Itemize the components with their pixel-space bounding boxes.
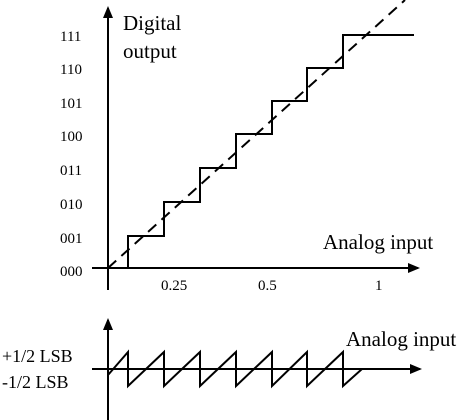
code-label-010: 010: [60, 197, 83, 213]
code-label-111: 111: [60, 29, 81, 45]
transfer-plot: Digital output Analog input 000 001 010 …: [60, 0, 433, 294]
x-tick-label-1: 1: [375, 278, 383, 294]
code-label-001: 001: [60, 231, 83, 247]
y-axis-title-line2: output: [123, 39, 177, 63]
code-label-101: 101: [60, 96, 83, 112]
x-tick-label-0-25: 0.25: [161, 278, 187, 294]
error-plot: Analog input +1/2 LSB -1/2 LSB: [2, 318, 456, 420]
code-label-100: 100: [60, 129, 83, 145]
x-tick-label-0-5: 0.5: [258, 278, 277, 294]
code-label-011: 011: [60, 163, 82, 179]
quantization-staircase: [108, 34, 414, 269]
code-label-000: 000: [60, 264, 83, 280]
lower-error-label: -1/2 LSB: [2, 372, 69, 392]
x-axis-title: Analog input: [323, 230, 433, 254]
code-label-110: 110: [60, 62, 82, 78]
error-x-axis-title: Analog input: [346, 327, 456, 351]
upper-error-label: +1/2 LSB: [2, 346, 73, 366]
quantization-error-sawtooth: [107, 349, 363, 389]
y-axis-title-line1: Digital: [123, 11, 181, 35]
